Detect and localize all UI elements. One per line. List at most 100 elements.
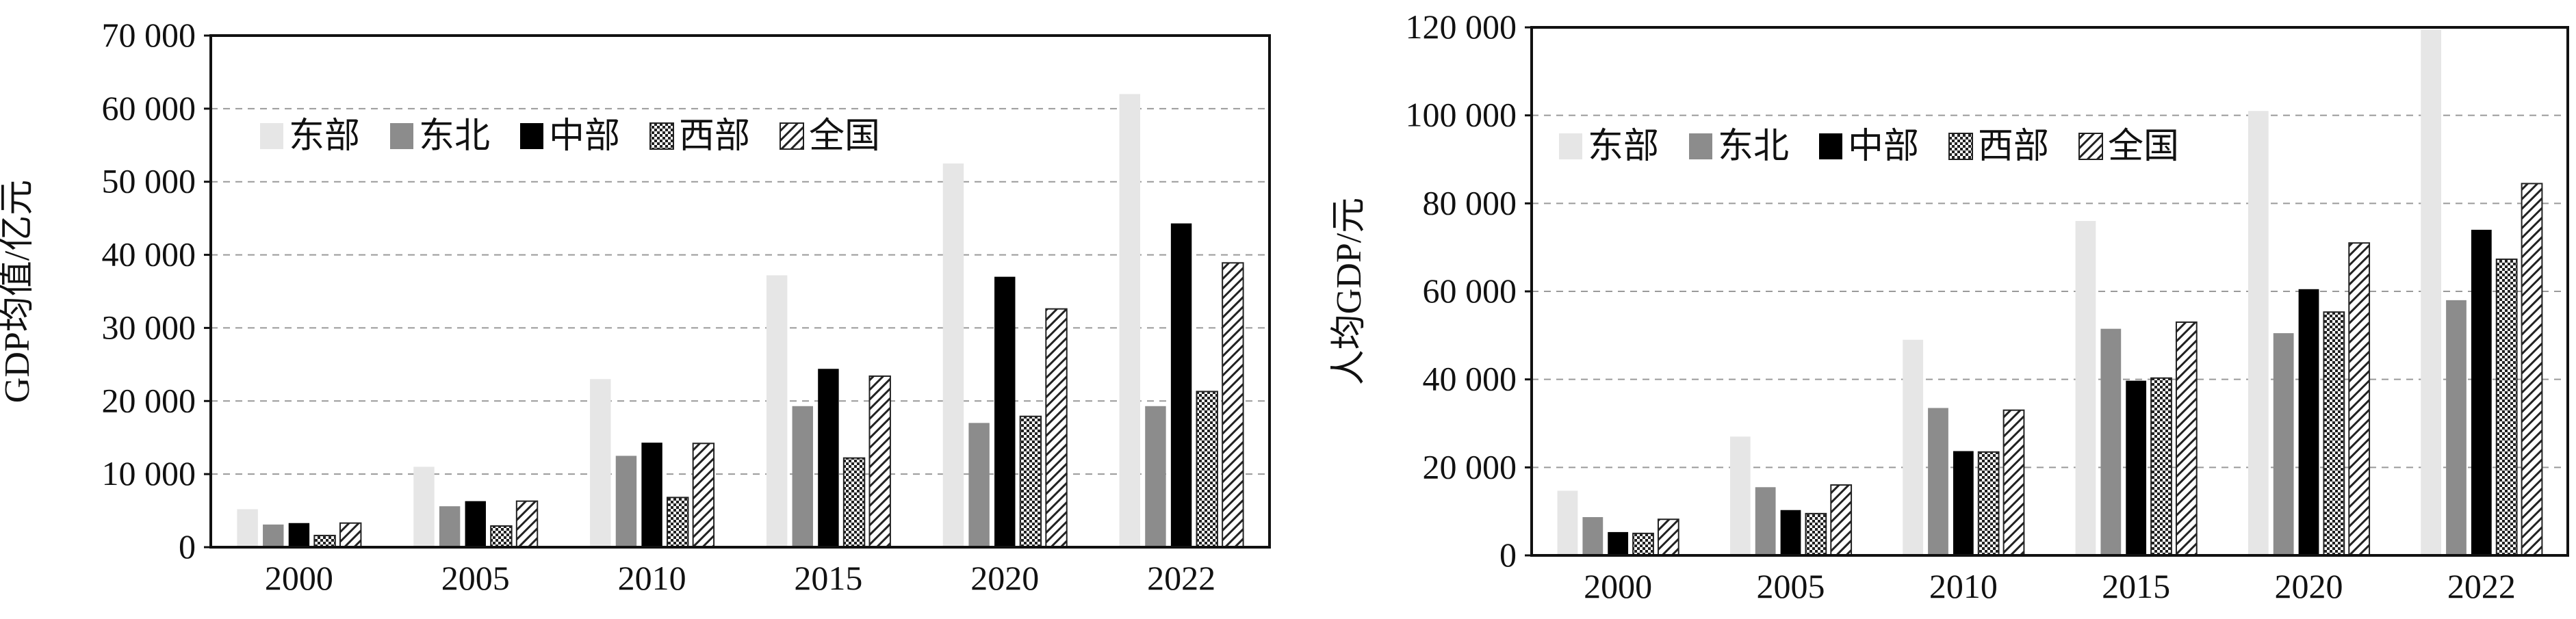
legend-label: 东北 [1718, 127, 1789, 166]
x-tick-label: 2022 [1147, 559, 1215, 597]
legend-label: 全国 [809, 117, 880, 156]
bar-全国-2010 [2002, 409, 2025, 557]
y-tick-label: 100 000 [1406, 96, 1517, 134]
bar-东北-2015 [2100, 328, 2122, 555]
bar-东北-2022 [1145, 406, 1166, 547]
bar-东部-2022 [2421, 29, 2442, 555]
y-tick-label: 60 000 [102, 89, 196, 127]
bar-东部-2005 [413, 466, 435, 547]
legend-swatch [1819, 133, 1842, 159]
bar-东部-2000 [237, 509, 258, 547]
bar-东部-2010 [590, 379, 611, 547]
legend-swatch [1948, 133, 1973, 160]
bar-东部-2022 [1119, 94, 1141, 547]
legend-label: 中部 [549, 117, 620, 156]
y-tick-label: 70 000 [102, 16, 196, 54]
bar-全国-2000 [1657, 518, 1679, 556]
x-tick-label: 2000 [1584, 567, 1652, 605]
bar-东部-2020 [942, 163, 964, 547]
bar-东部-2000 [1557, 490, 1578, 555]
bar-全国-2015 [868, 375, 891, 548]
bar-东部-2005 [1729, 436, 1751, 555]
bar-东部-2010 [1903, 339, 1924, 555]
chart-panel-1: 0 10 000 20 000 30 000 40 000 50 000 60 000 70 … [0, 16, 1271, 597]
bar-中部-2022 [1170, 223, 1192, 547]
bar-中部-2000 [288, 523, 310, 547]
x-tick-label: 2015 [2102, 567, 2170, 605]
bar-东部-2015 [2075, 221, 2096, 555]
y-tick-label: 50 000 [102, 162, 196, 200]
y-tick-label: 80 000 [1423, 183, 1517, 222]
bar-西部-2005 [490, 525, 513, 548]
bar-中部-2020 [2298, 289, 2319, 555]
legend-swatch [780, 122, 804, 150]
legend-label: 东北 [419, 117, 490, 156]
legend-label: 中部 [1848, 127, 1919, 166]
bar-东北-2000 [263, 524, 284, 547]
bar-中部-2015 [818, 369, 839, 547]
legend: 东部 东北 中部 西部 全国 [260, 117, 880, 156]
bar-全国-2005 [515, 500, 539, 548]
x-tick-label: 2000 [265, 559, 333, 597]
bar-东北-2022 [2446, 300, 2466, 555]
bar-西部-2020 [1019, 415, 1042, 548]
bar-全国-2022 [1222, 262, 1244, 548]
y-tick-label: 10 000 [102, 454, 196, 492]
bar-西部-2010 [1977, 451, 2000, 556]
legend-swatch [260, 123, 283, 149]
bar-西部-2022 [2495, 259, 2518, 556]
y-tick-label: 0 [179, 527, 196, 566]
bar-中部-2022 [2471, 229, 2492, 555]
y-axis-label: GDP均值/亿元 [0, 180, 37, 403]
bar-西部-2015 [842, 457, 866, 548]
x-tick-label: 2005 [1757, 567, 1825, 605]
bar-东北-2015 [792, 406, 813, 547]
legend-label: 东部 [289, 117, 360, 156]
bar-中部-2010 [1953, 451, 1974, 555]
y-tick-label: 0 [1499, 536, 1517, 574]
plot-frame [1530, 26, 2569, 557]
y-tick-label: 30 000 [102, 308, 196, 346]
bar-中部-2005 [1780, 510, 1801, 555]
bar-西部-2015 [2150, 377, 2172, 557]
bar-全国-2005 [1830, 484, 1853, 556]
bar-西部-2000 [1632, 532, 1654, 556]
bar-全国-2015 [2175, 321, 2198, 556]
bar-全国-2010 [692, 443, 715, 549]
bar-西部-2005 [1805, 512, 1827, 557]
bar-全国-2020 [1045, 308, 1068, 548]
bar-东北-2005 [439, 506, 461, 547]
x-tick-label: 2015 [794, 559, 862, 597]
bar-东部-2020 [2247, 111, 2269, 555]
y-tick-label: 40 000 [1423, 360, 1517, 398]
x-tick-label: 2010 [1929, 567, 1998, 605]
legend-swatch [1559, 133, 1582, 159]
x-tick-label: 2020 [970, 559, 1039, 597]
bar-西部-2020 [2323, 311, 2345, 556]
y-tick-label: 20 000 [102, 381, 196, 419]
bar-中部-2020 [994, 276, 1016, 547]
bar-全国-2000 [339, 522, 362, 548]
bar-东北-2010 [615, 456, 637, 547]
bar-中部-2005 [465, 501, 486, 547]
bar-中部-2010 [641, 443, 662, 547]
bar-东北-2000 [1582, 517, 1603, 555]
bar-西部-2022 [1196, 391, 1218, 548]
x-tick-label: 2020 [2275, 567, 2343, 605]
x-tick-label: 2005 [441, 559, 510, 597]
legend: 东部 东北 中部 西部 全国 [1559, 127, 2179, 166]
bar-中部-2015 [2126, 380, 2147, 555]
plot-frame [209, 34, 1271, 549]
legend-swatch [1689, 133, 1712, 159]
legend-label: 东部 [1588, 127, 1659, 166]
legend-swatch [520, 123, 543, 149]
y-tick-label: 20 000 [1423, 447, 1517, 486]
bar-全国-2022 [2521, 183, 2543, 556]
x-tick-label: 2010 [618, 559, 686, 597]
x-tick-label: 2022 [2447, 567, 2516, 605]
bar-东北-2005 [1755, 487, 1776, 555]
y-tick-label: 120 000 [1406, 8, 1517, 46]
bar-全国-2020 [2348, 242, 2371, 556]
legend-swatch [2078, 133, 2103, 160]
